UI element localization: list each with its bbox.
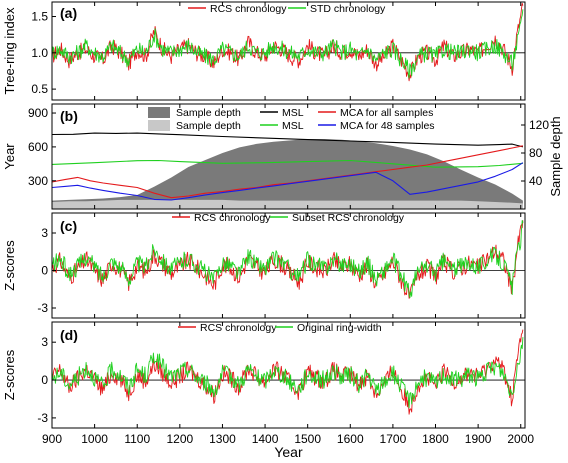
legend-label: Sample depth [176,120,241,132]
series-rcs-chronology-line [52,2,524,82]
series-msl-line [52,159,523,168]
plot-area [52,329,525,415]
legend-label: RCS chronology [200,322,277,334]
x-tick-label: 1800 [422,432,449,446]
y2-tick-label: 120 [529,118,549,132]
x-tick-label: 2000 [507,432,534,446]
series-sample-depth-48-area [52,199,523,209]
series-std-chronology-line [52,9,524,79]
series-rcs-chronology-line [52,329,524,415]
legend: RCS chronology Original ring-width [178,322,382,334]
y-tick-label: -3 [37,301,48,315]
y-tick-label: 3 [41,335,48,349]
y2-tick-label: 40 [529,174,543,188]
plot-frame [51,103,526,210]
series-original-ring-width-line [52,337,524,409]
panel-d: -3 0 3 Z-scores (d) RCS chronology Original ri… [2,321,526,429]
legend: RCS chronology Subset RCS chronology [172,212,405,224]
x-tick-label: 1100 [124,432,150,446]
y-tick-label: 1.5 [31,10,48,24]
y-tick-label: 600 [28,140,48,154]
legend-label: RCS chronology [194,212,271,224]
plot-area [52,2,525,82]
x-tick-label: 1200 [166,432,193,446]
legend-swatch [148,120,170,131]
legend-label: MCA for all samples [340,107,433,119]
legend-label: MSL [282,120,304,132]
y-axis-label: Z-scores [2,349,17,400]
series-sample-depth-all-area [52,139,523,209]
series-mca-for-all-samples-line [52,145,524,199]
x-tick-label: 1400 [252,432,279,446]
panel-a: 0.5 1.0 1.5 Tree-ring index (a) RCS chronolog… [2,1,526,101]
x-tick-label: 1600 [337,432,364,446]
x-tick-label: 1500 [294,432,321,446]
y-tick-label: 0.5 [31,82,48,96]
x-axis-label: Year [274,444,303,460]
legend-label: MCA for 48 samples [340,120,435,132]
y-tick-label: 3 [41,226,48,240]
series-mca-for-48-samples-line [52,162,524,201]
y-tick-label: 0 [41,373,48,387]
legend-label: RCS chronology [210,3,287,15]
panel-label: (b) [60,108,78,124]
plot-frame [51,1,526,101]
panel-label: (a) [60,5,77,21]
x-tick-label: 1900 [465,432,492,446]
legend-label: Sample depth [176,107,241,119]
panel-c: -3 0 3 Z-scores (c) RCS chronology Subset RCS … [2,212,526,319]
y-tick-label: 900 [28,106,48,120]
series-subset-rcs-chronology-line [52,219,524,299]
panel-label: (c) [60,218,77,234]
legend: RCS chronology STD chronology [188,3,386,15]
y-tick-label: 1.0 [31,46,48,60]
legend-label: MSL [282,107,304,119]
y-axis-label: Z-scores [2,240,17,291]
x-tick-label: 1000 [81,432,108,446]
series-rcs-chronology-line [52,220,524,299]
panel-label: (d) [60,327,78,343]
x-tick-label: 900 [42,432,62,446]
y-tick-label: -3 [37,411,48,425]
x-tick-label: 1300 [209,432,236,446]
series-msl-line [52,132,524,148]
x-tick-label: 1700 [380,432,407,446]
y2-tick-label: 80 [529,146,543,160]
plot-frame [51,321,526,429]
y-axis-label: Year [2,143,17,170]
y-axis-label: Tree-ring index [2,7,17,94]
legend-swatch [148,107,170,118]
legend-label: Original ring-width [297,322,382,334]
legend-label: Subset RCS chronology [292,212,405,224]
legend-label: STD chronology [310,3,386,15]
y-tick-label: 300 [28,174,48,188]
plot-area [52,132,524,209]
y2-axis-label: Sample depth [548,116,563,196]
plot-frame [51,212,526,319]
legend: Sample depth MSL MCA for all samples Sample… [148,107,435,132]
plot-area [52,219,525,299]
y-tick-label: 0 [41,264,48,278]
